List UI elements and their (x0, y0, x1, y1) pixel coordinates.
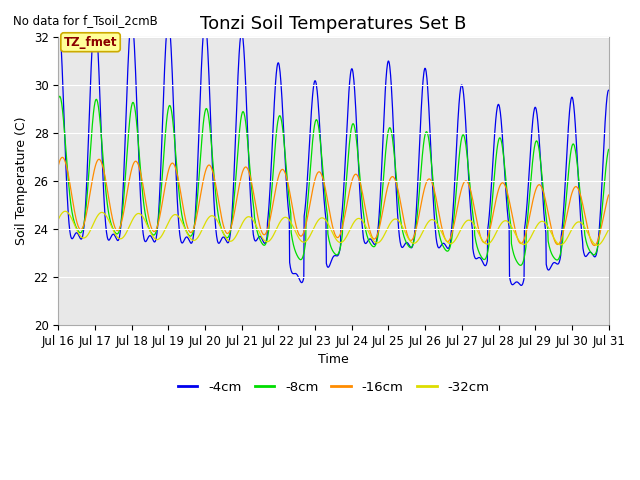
-32cm (54, 216, 62, 222)
-32cm (177, 217, 185, 223)
-8cm (419, 145, 427, 151)
-16cm (177, 192, 185, 197)
-8cm (540, 193, 548, 199)
-8cm (177, 207, 185, 213)
Legend: -4cm, -8cm, -16cm, -32cm: -4cm, -8cm, -16cm, -32cm (172, 375, 495, 399)
Line: -4cm: -4cm (58, 16, 609, 286)
-4cm (518, 283, 525, 288)
-4cm (54, 13, 62, 19)
-8cm (239, 109, 246, 115)
-8cm (605, 146, 612, 152)
-32cm (491, 232, 499, 238)
Text: No data for f_Tsoil_2cmB: No data for f_Tsoil_2cmB (13, 14, 157, 27)
-8cm (164, 109, 172, 115)
-16cm (605, 192, 612, 198)
Y-axis label: Soil Temperature (C): Soil Temperature (C) (15, 117, 28, 245)
-32cm (593, 242, 601, 248)
-8cm (56, 94, 63, 99)
-4cm (540, 205, 547, 211)
Title: Tonzi Soil Temperatures Set B: Tonzi Soil Temperatures Set B (200, 15, 467, 33)
-4cm (163, 22, 171, 28)
-16cm (591, 242, 598, 248)
-4cm (605, 87, 612, 93)
-32cm (61, 208, 69, 214)
-4cm (238, 31, 246, 36)
-32cm (164, 221, 172, 227)
-32cm (239, 220, 246, 226)
-16cm (491, 202, 499, 207)
Line: -16cm: -16cm (58, 157, 609, 245)
-8cm (516, 263, 524, 268)
-16cm (239, 169, 246, 175)
X-axis label: Time: Time (318, 353, 349, 366)
-16cm (419, 192, 427, 197)
-4cm (491, 132, 499, 137)
-8cm (54, 96, 62, 102)
-16cm (54, 163, 62, 168)
Line: -8cm: -8cm (58, 96, 609, 265)
-16cm (540, 190, 547, 195)
-4cm (177, 237, 184, 243)
-16cm (59, 155, 67, 160)
-32cm (419, 228, 427, 234)
-32cm (540, 219, 547, 225)
Text: TZ_fmet: TZ_fmet (64, 36, 117, 49)
-16cm (164, 171, 172, 177)
-32cm (605, 227, 612, 232)
-4cm (419, 82, 426, 88)
Line: -32cm: -32cm (58, 211, 609, 245)
-8cm (491, 166, 499, 171)
